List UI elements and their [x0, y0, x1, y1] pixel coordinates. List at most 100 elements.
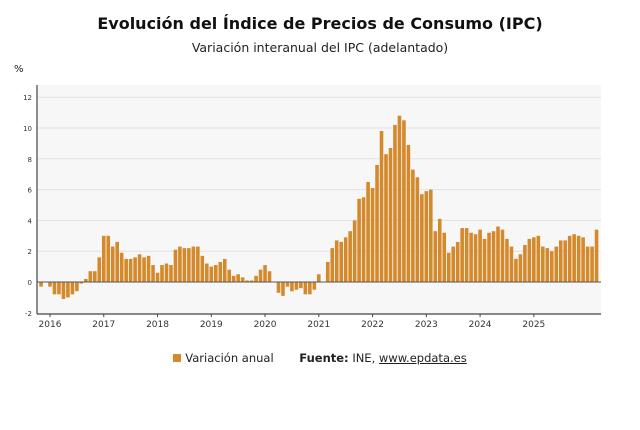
bar[interactable]	[97, 257, 102, 282]
bar[interactable]	[446, 252, 451, 282]
bar[interactable]	[496, 226, 500, 282]
bar[interactable]	[406, 144, 411, 282]
bar[interactable]	[249, 280, 254, 282]
bar[interactable]	[213, 265, 218, 282]
bar[interactable]	[532, 237, 536, 282]
bar[interactable]	[124, 258, 128, 282]
bar[interactable]	[263, 265, 267, 282]
bar[interactable]	[88, 271, 93, 282]
bar[interactable]	[352, 220, 357, 282]
bar[interactable]	[429, 189, 433, 282]
bar[interactable]	[222, 258, 227, 282]
bar[interactable]	[285, 282, 290, 287]
bar[interactable]	[142, 257, 146, 282]
bar[interactable]	[115, 241, 119, 282]
bar[interactable]	[93, 271, 97, 282]
bar[interactable]	[155, 272, 160, 282]
bar[interactable]	[276, 282, 281, 293]
bar[interactable]	[572, 234, 576, 282]
bar[interactable]	[460, 228, 464, 282]
bar[interactable]	[330, 248, 335, 282]
bar[interactable]	[433, 231, 438, 282]
bar[interactable]	[500, 229, 505, 282]
bar[interactable]	[402, 120, 406, 282]
bar[interactable]	[451, 246, 455, 282]
bar[interactable]	[290, 282, 294, 292]
bar[interactable]	[558, 240, 563, 282]
bar[interactable]	[549, 251, 554, 282]
bar[interactable]	[393, 124, 397, 282]
bar[interactable]	[505, 238, 509, 282]
bar[interactable]	[267, 271, 272, 282]
bar[interactable]	[348, 231, 352, 282]
bar[interactable]	[173, 249, 178, 282]
bar[interactable]	[339, 241, 343, 282]
bar[interactable]	[205, 263, 209, 282]
bar[interactable]	[478, 229, 482, 282]
bar[interactable]	[231, 275, 236, 282]
bar[interactable]	[487, 232, 491, 282]
bar[interactable]	[128, 258, 133, 282]
bar[interactable]	[361, 197, 366, 282]
bar[interactable]	[106, 235, 111, 282]
bar[interactable]	[137, 254, 142, 282]
bar[interactable]	[48, 282, 52, 287]
bar[interactable]	[133, 257, 137, 282]
bar[interactable]	[160, 265, 164, 282]
bar[interactable]	[187, 248, 191, 282]
bar[interactable]	[384, 154, 388, 282]
bar[interactable]	[57, 282, 61, 295]
bar[interactable]	[258, 269, 263, 282]
bar[interactable]	[119, 252, 124, 282]
bar[interactable]	[397, 115, 402, 283]
bar[interactable]	[146, 255, 151, 282]
bar[interactable]	[482, 238, 487, 282]
bar[interactable]	[299, 282, 303, 289]
legend-series-label[interactable]: Variación anual	[185, 351, 274, 365]
bar[interactable]	[545, 248, 550, 282]
bar[interactable]	[473, 234, 478, 282]
bar[interactable]	[227, 269, 231, 282]
bar[interactable]	[415, 177, 420, 282]
bar[interactable]	[491, 231, 496, 282]
bar[interactable]	[200, 255, 205, 282]
bar[interactable]	[563, 240, 567, 282]
bar[interactable]	[66, 282, 70, 298]
bar[interactable]	[334, 240, 339, 282]
bar[interactable]	[196, 246, 200, 282]
bar[interactable]	[585, 246, 590, 282]
bar[interactable]	[420, 194, 424, 282]
bar[interactable]	[343, 237, 348, 282]
bar[interactable]	[164, 263, 169, 282]
bar[interactable]	[101, 235, 106, 282]
bar[interactable]	[509, 246, 514, 282]
bar[interactable]	[518, 254, 523, 282]
bar[interactable]	[191, 246, 196, 282]
bar[interactable]	[442, 232, 447, 282]
bar[interactable]	[70, 282, 75, 295]
bar[interactable]	[523, 245, 527, 282]
bar[interactable]	[281, 282, 285, 296]
bar[interactable]	[536, 235, 541, 282]
bar[interactable]	[110, 246, 115, 282]
bar[interactable]	[240, 277, 245, 282]
bar[interactable]	[245, 280, 249, 282]
bar[interactable]	[576, 235, 581, 282]
bar[interactable]	[514, 258, 518, 282]
bar[interactable]	[590, 246, 594, 282]
bar[interactable]	[209, 266, 214, 282]
bar[interactable]	[541, 246, 545, 282]
bar[interactable]	[79, 282, 84, 284]
bar[interactable]	[437, 218, 442, 282]
bar[interactable]	[375, 164, 379, 282]
source-link[interactable]: www.epdata.es	[378, 351, 467, 365]
bar[interactable]	[39, 282, 43, 287]
bar[interactable]	[464, 228, 469, 282]
bar[interactable]	[370, 188, 375, 282]
bar[interactable]	[178, 246, 182, 282]
bar[interactable]	[308, 282, 312, 295]
bar[interactable]	[594, 229, 599, 282]
bar[interactable]	[325, 261, 330, 282]
bar[interactable]	[84, 278, 88, 282]
bar[interactable]	[75, 282, 79, 292]
